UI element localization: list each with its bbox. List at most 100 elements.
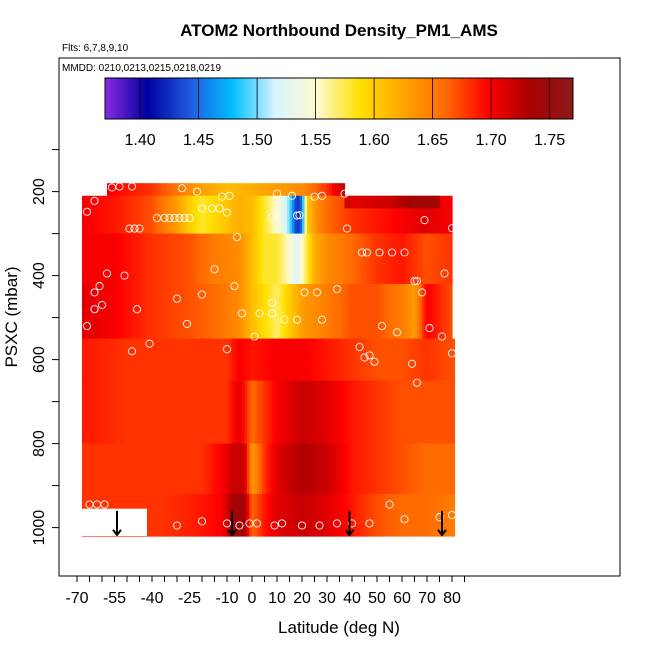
heat-cell [324,443,328,495]
heat-cell [99,338,103,382]
heat-cell [152,380,156,445]
heat-cell [279,494,283,537]
sample-point [420,216,429,225]
heat-cell [379,338,383,382]
sample-point [90,288,99,297]
heat-cell [302,443,306,495]
heat-cell [312,195,316,235]
heat-cell [242,284,246,340]
heat-cell [199,233,203,285]
heat-cell [384,195,388,235]
heat-cell [392,195,396,235]
heat-cell [109,443,113,495]
heat-cell [182,284,186,340]
heat-cell [194,443,198,495]
heat-cell [164,233,168,285]
heat-cell [337,195,341,235]
heat-cell [389,494,393,537]
heat-cell [112,338,116,382]
heat-cell [359,284,363,340]
heat-cell [212,494,216,537]
heat-cell [362,195,366,209]
heat-cell [169,284,173,340]
heat-cell [222,284,226,340]
heat-cell [372,284,376,340]
heat-cell [257,183,261,197]
heat-cell [337,284,341,340]
heat-cell [242,338,246,382]
heat-cell [174,284,178,340]
y-tick-label: 800 [31,430,48,457]
heat-cell [349,338,353,382]
sample-point [370,357,379,366]
heat-cell [237,380,241,445]
heat-cell [194,284,198,340]
heat-cell [209,380,213,445]
heat-cell [154,338,158,382]
heat-cell [237,183,241,197]
heat-cell [234,380,238,445]
heat-cell [324,494,328,537]
heat-cell [362,233,366,285]
heat-cell [289,284,293,340]
x-tick-label: -10 [215,590,238,607]
heat-cell [267,494,271,537]
heat-cell [92,443,96,495]
heat-cell [334,284,338,340]
heat-cell [269,494,273,537]
heat-cell [277,338,281,382]
heat-cell [299,494,303,537]
heat-cell [322,284,326,340]
heat-cell [319,284,323,340]
heat-cell [272,380,276,445]
heat-cell [234,443,238,495]
sample-point [267,309,277,318]
heat-cell [387,494,391,537]
heat-cell [449,195,453,235]
sample-point [95,282,104,291]
sample-point [385,500,394,509]
heat-cell [224,380,228,445]
heat-cell [152,284,156,340]
heat-cell [369,195,373,209]
heat-cell [437,233,441,285]
heat-cell [397,195,401,209]
heat-cell [349,380,353,445]
heat-cell [307,494,311,537]
heat-cell [167,233,171,285]
heat-cell [244,195,248,235]
heat-cell [99,380,103,445]
heat-cell [277,233,281,285]
heat-cell [127,195,131,235]
heat-cell [102,233,106,285]
heat-cell [97,195,101,235]
heat-cell [319,183,323,197]
heat-cell [139,183,143,197]
heat-cell [264,380,268,445]
heat-cell [349,494,353,537]
heat-cell [427,443,431,495]
x-tick-label: 30 [318,590,336,607]
colorbar-tick-label: 1.45 [183,132,214,149]
heat-cell [434,338,438,382]
heat-cell [294,494,298,537]
heat-cell [329,284,333,340]
heat-cell [357,380,361,445]
heat-cell [119,338,123,382]
heat-cell [299,443,303,495]
x-tick-label: -25 [178,590,201,607]
heat-cell [227,233,231,285]
heat-cell [222,443,226,495]
heat-cell [249,494,253,537]
heat-cell [357,195,361,209]
heat-cell [142,338,146,382]
heat-cell [129,443,133,495]
heat-cell [394,338,398,382]
heat-cell [434,380,438,445]
heat-cell [247,284,251,340]
heat-cell [89,338,93,382]
heat-cell [354,284,358,340]
heat-cell [447,284,451,340]
heat-cell [252,183,256,197]
sample-point [175,214,184,223]
